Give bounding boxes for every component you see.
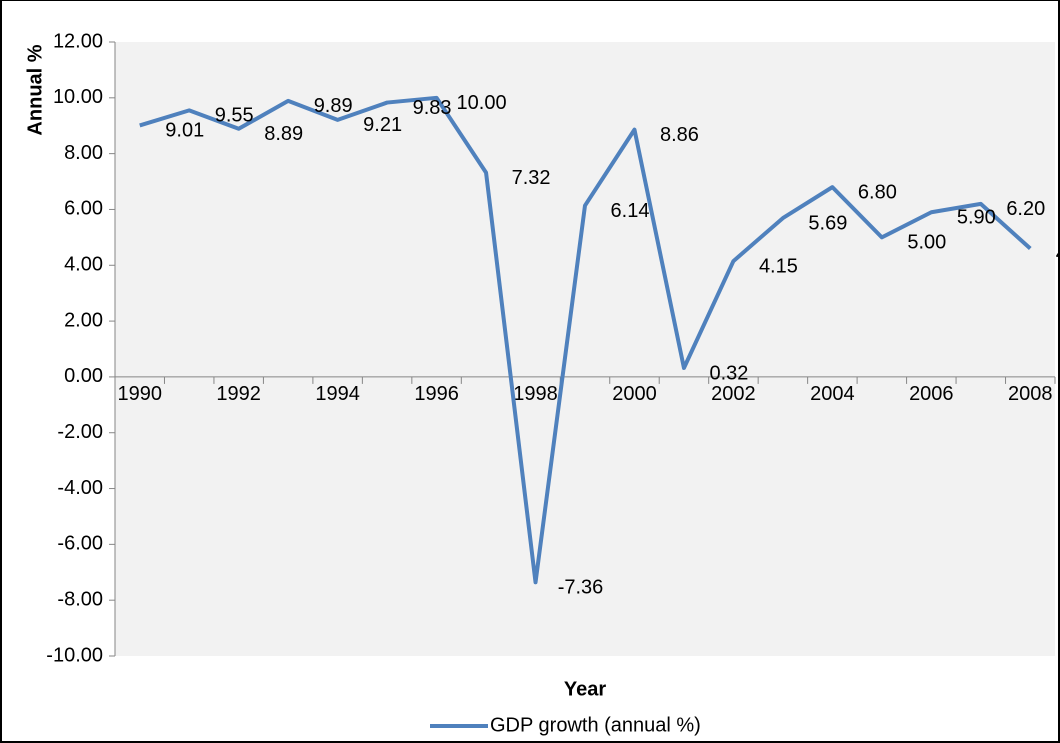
x-tick-label: 1994 <box>315 383 360 405</box>
data-label: 6.14 <box>611 200 650 222</box>
x-tick-label: 2006 <box>909 383 954 405</box>
y-tick-label: 6.00 <box>64 198 103 220</box>
data-label: 6.80 <box>858 181 897 203</box>
data-label: 5.00 <box>907 232 946 254</box>
x-tick-label: 1998 <box>513 383 558 405</box>
x-tick-label: 1996 <box>414 383 459 405</box>
data-label: 9.01 <box>165 120 204 142</box>
data-label: 8.86 <box>660 124 699 146</box>
x-tick-label: 2002 <box>711 383 756 405</box>
x-tick-label: 2000 <box>612 383 657 405</box>
data-label: 4.15 <box>759 255 798 277</box>
y-tick-label: 10.00 <box>53 86 103 108</box>
data-label: 5.90 <box>957 207 996 229</box>
data-label: 6.20 <box>1006 198 1045 220</box>
legend-label: GDP growth (annual %) <box>490 714 701 736</box>
plot-area <box>115 42 1055 656</box>
y-tick-label: -10.00 <box>46 644 103 666</box>
data-label: 10.00 <box>457 92 507 114</box>
y-tick-label: 8.00 <box>64 142 103 164</box>
data-label: 9.83 <box>413 97 452 119</box>
data-label: 8.89 <box>264 123 303 145</box>
y-tick-label: -4.00 <box>57 477 103 499</box>
y-tick-label: 2.00 <box>64 309 103 331</box>
x-tick-label: 2008 <box>1008 383 1053 405</box>
y-tick-label: 0.00 <box>64 365 103 387</box>
data-label: 7.32 <box>512 167 551 189</box>
data-label: 5.69 <box>808 212 847 234</box>
x-tick-label: 1990 <box>117 383 162 405</box>
y-tick-label: -8.00 <box>57 588 103 610</box>
y-axis-title: Annual % <box>24 44 46 135</box>
y-tick-label: -2.00 <box>57 421 103 443</box>
y-tick-label: -6.00 <box>57 533 103 555</box>
y-tick-label: 4.00 <box>64 254 103 276</box>
data-label: 9.55 <box>215 105 254 127</box>
data-label: 9.21 <box>363 114 402 136</box>
data-label: 9.89 <box>314 95 353 117</box>
data-label: 4.60 <box>1056 243 1060 265</box>
data-label: -7.36 <box>558 577 604 599</box>
data-label: 0.32 <box>709 362 748 384</box>
data-line <box>139 95 1032 585</box>
x-tick-label: 1992 <box>216 383 261 405</box>
x-tick-label: 2004 <box>810 383 855 405</box>
x-axis-title: Year <box>564 678 606 700</box>
y-tick-label: 12.00 <box>53 30 103 52</box>
